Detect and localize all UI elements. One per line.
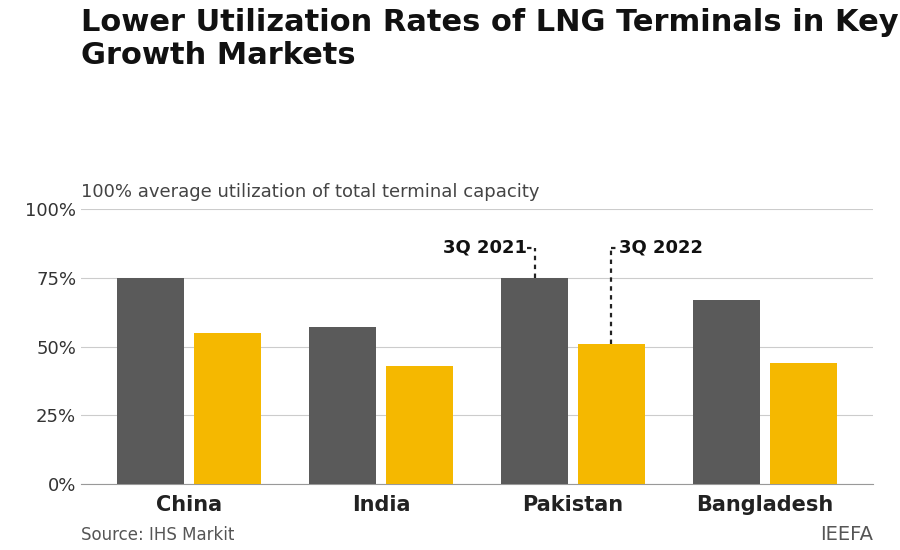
Bar <box>501 278 568 484</box>
Text: 3Q 2022: 3Q 2022 <box>619 239 703 256</box>
Bar <box>578 344 645 484</box>
Bar <box>117 278 184 484</box>
Text: 3Q 2021: 3Q 2021 <box>443 239 526 256</box>
Bar <box>194 333 261 484</box>
Bar <box>309 327 376 484</box>
Bar <box>770 363 837 484</box>
Bar <box>386 366 453 484</box>
Text: Lower Utilization Rates of LNG Terminals in Key
Growth Markets: Lower Utilization Rates of LNG Terminals… <box>81 8 898 70</box>
Text: IEEFA: IEEFA <box>820 525 873 544</box>
Bar <box>693 300 760 484</box>
Text: 100% average utilization of total terminal capacity: 100% average utilization of total termin… <box>81 183 539 201</box>
Text: Source: IHS Markit: Source: IHS Markit <box>81 526 234 544</box>
